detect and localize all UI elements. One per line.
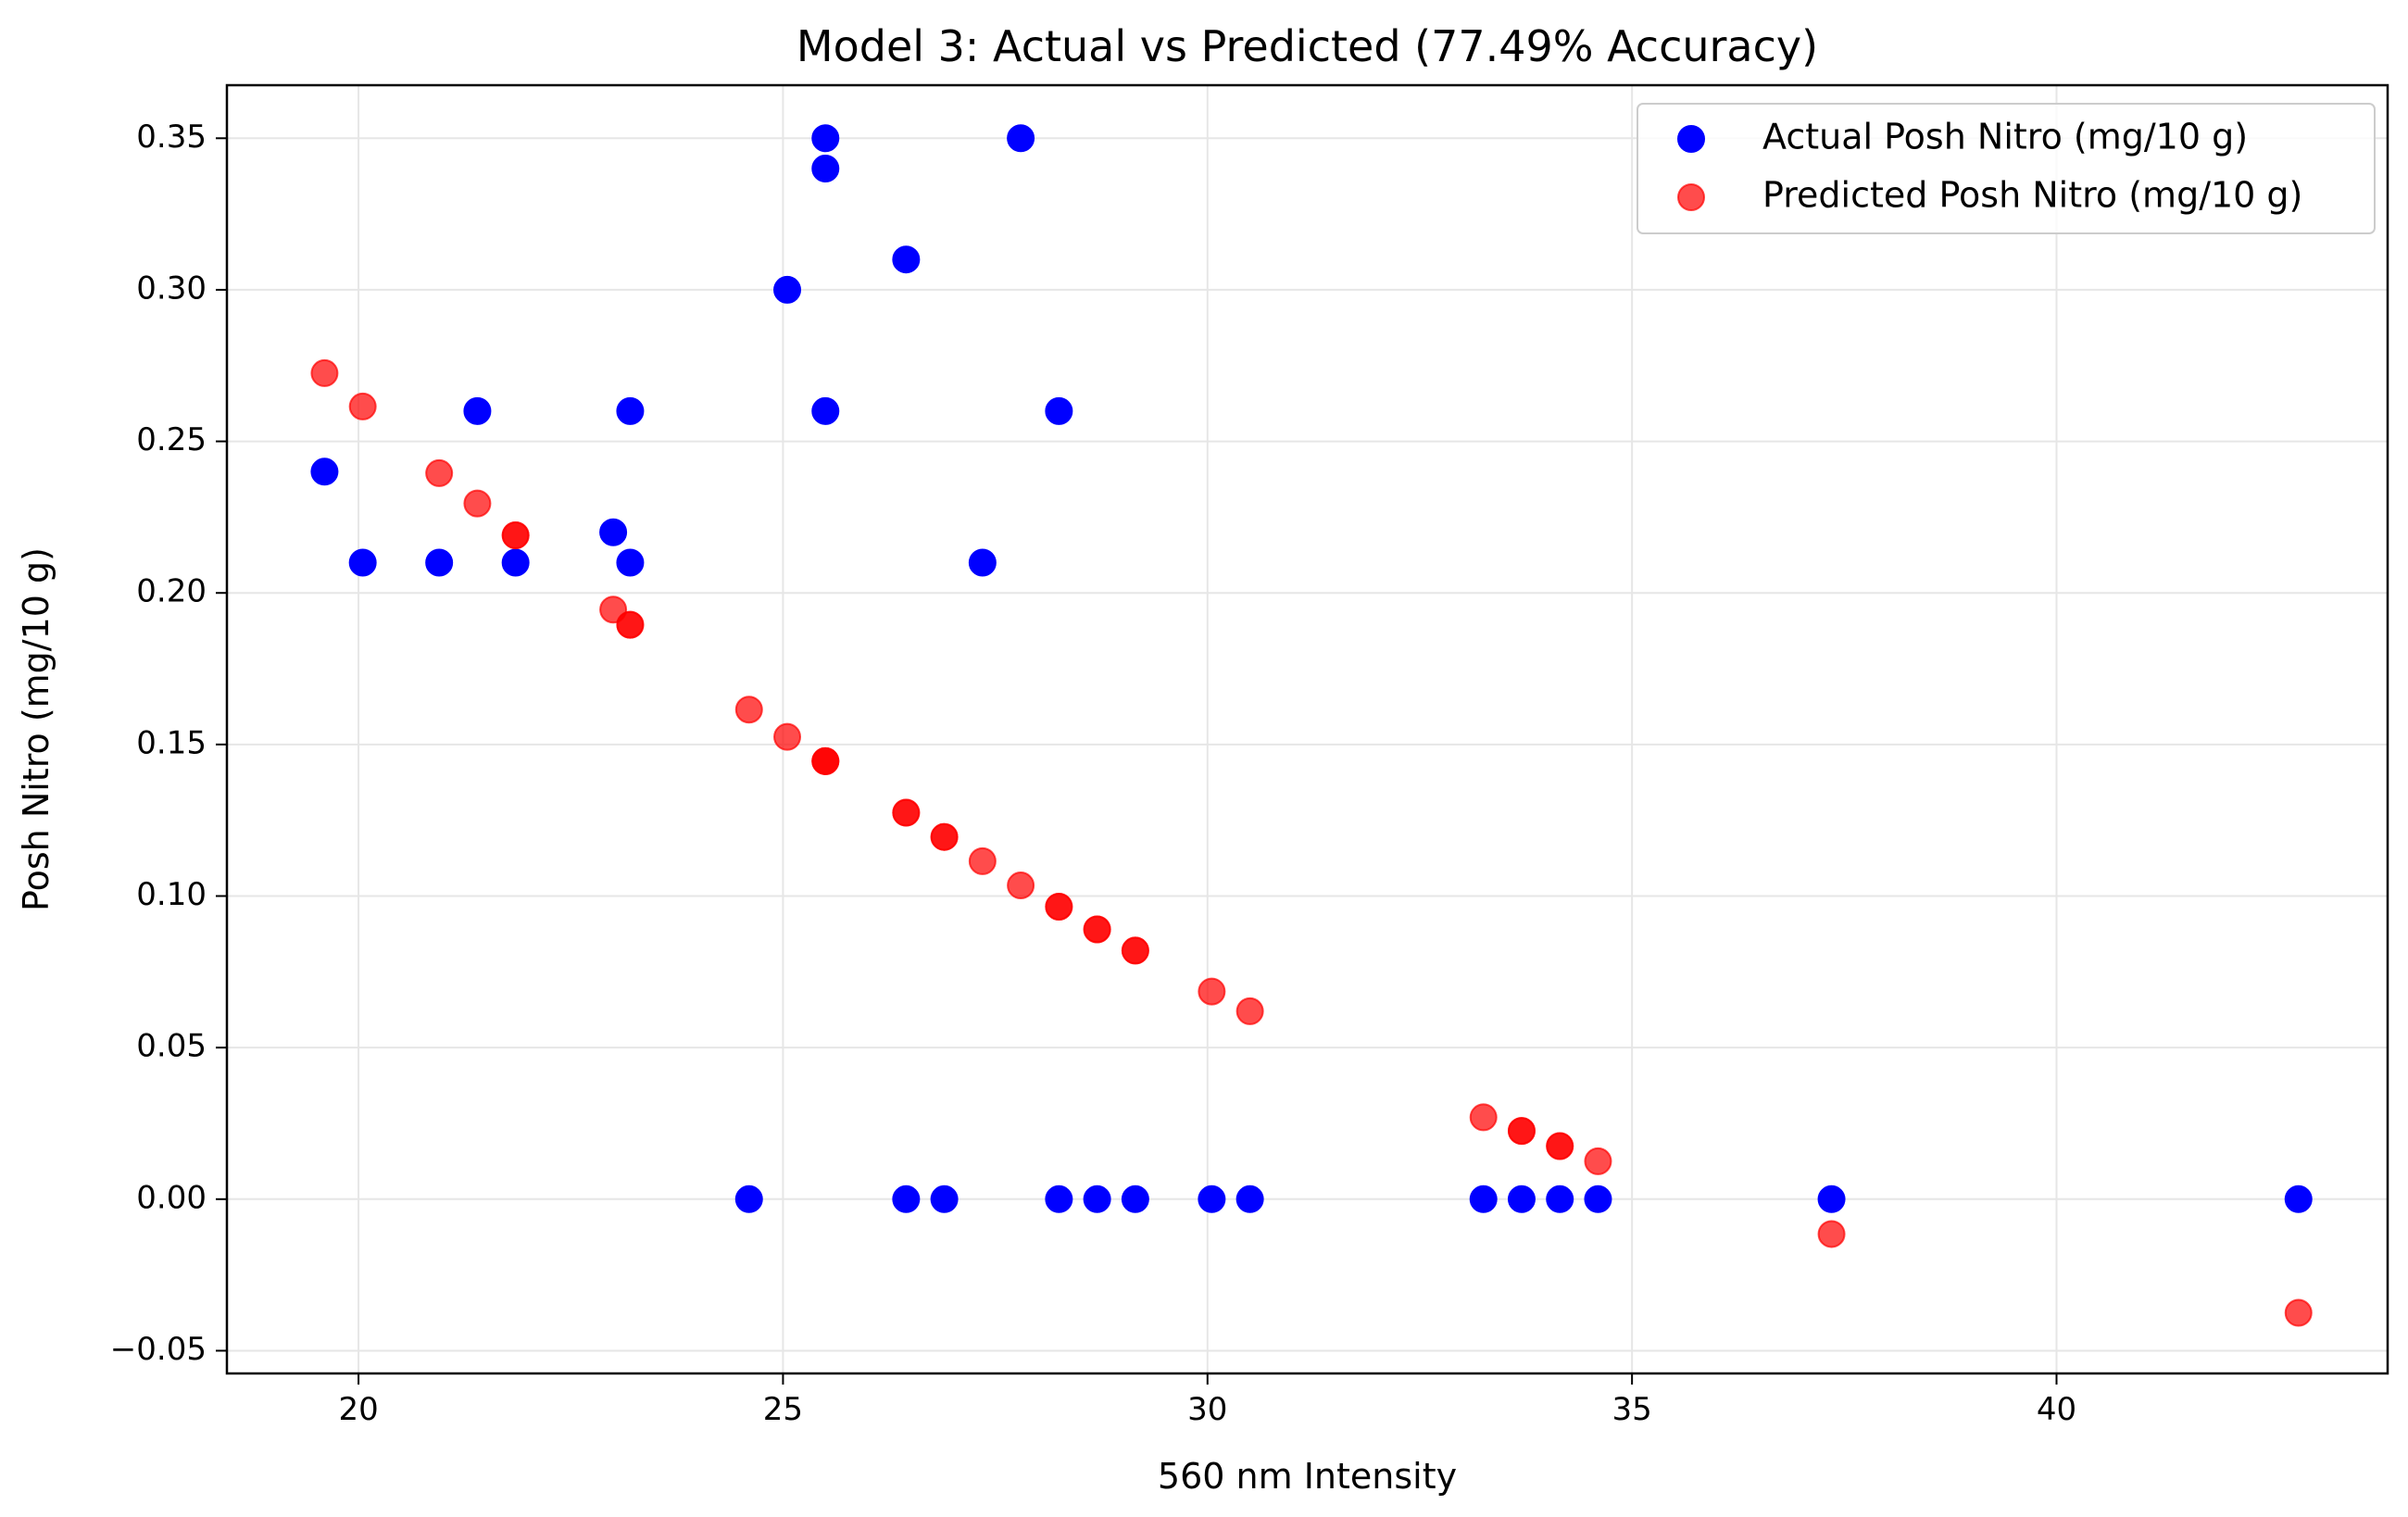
actual-point bbox=[892, 245, 921, 274]
predicted-point bbox=[310, 358, 339, 387]
y-tick-label: −0.05 bbox=[110, 1331, 207, 1368]
actual-point bbox=[425, 548, 454, 577]
chart-title: Model 3: Actual vs Predicted (77.49% Acc… bbox=[796, 21, 1818, 71]
actual-point bbox=[1235, 1185, 1264, 1213]
actual-point bbox=[1083, 1185, 1111, 1213]
predicted-point bbox=[1584, 1147, 1612, 1175]
actual-point bbox=[1045, 1185, 1073, 1213]
x-tick-label: 40 bbox=[2037, 1391, 2076, 1428]
y-tick-label: 0.15 bbox=[136, 724, 207, 761]
x-tick-label: 30 bbox=[1187, 1391, 1227, 1428]
predicted-point bbox=[1007, 871, 1035, 900]
actual-point bbox=[1198, 1185, 1226, 1213]
actual-point bbox=[1007, 124, 1035, 153]
predicted-point bbox=[2284, 1298, 2313, 1327]
actual-point bbox=[463, 396, 492, 425]
actual-point bbox=[599, 518, 628, 546]
actual-point bbox=[892, 1185, 921, 1213]
predicted-point bbox=[892, 798, 921, 827]
x-tick-label: 35 bbox=[1612, 1391, 1652, 1428]
actual-point bbox=[616, 396, 645, 425]
predicted-point bbox=[773, 722, 802, 751]
legend-marker-predicted bbox=[1677, 183, 1705, 211]
actual-point bbox=[1546, 1185, 1574, 1213]
actual-point bbox=[501, 548, 530, 577]
actual-point bbox=[348, 548, 377, 577]
legend-marker-actual bbox=[1677, 125, 1705, 153]
predicted-point bbox=[930, 822, 959, 851]
predicted-point bbox=[1469, 1103, 1498, 1132]
predicted-point bbox=[1507, 1117, 1536, 1146]
y-tick-label: 0.10 bbox=[136, 876, 207, 913]
actual-point bbox=[968, 548, 997, 577]
y-tick-label: 0.25 bbox=[136, 421, 207, 458]
actual-point bbox=[1507, 1185, 1536, 1213]
plot-frame bbox=[225, 83, 2389, 1375]
actual-point bbox=[1121, 1185, 1149, 1213]
grid bbox=[227, 85, 2388, 1373]
actual-point bbox=[310, 458, 339, 486]
x-tick-label: 25 bbox=[763, 1391, 803, 1428]
predicted-point bbox=[1546, 1132, 1574, 1160]
y-tick-label: 0.20 bbox=[136, 573, 207, 610]
predicted-point bbox=[734, 696, 763, 724]
actual-point bbox=[811, 396, 840, 425]
predicted-point bbox=[968, 846, 997, 875]
actual-point bbox=[734, 1185, 763, 1213]
y-tick-label: 0.00 bbox=[136, 1179, 207, 1216]
actual-point bbox=[616, 548, 645, 577]
y-tick-label: 0.35 bbox=[136, 119, 207, 156]
legend-label-actual: Actual Posh Nitro (mg/10 g) bbox=[1762, 117, 2248, 157]
predicted-point bbox=[348, 392, 377, 420]
predicted-point bbox=[811, 746, 840, 775]
legend: Actual Posh Nitro (mg/10 g) Predicted Po… bbox=[1637, 103, 2376, 234]
predicted-point bbox=[501, 521, 530, 550]
x-tick-label: 20 bbox=[338, 1391, 378, 1428]
actual-point bbox=[811, 155, 840, 183]
legend-box bbox=[1637, 103, 2376, 234]
y-tick-label: 0.30 bbox=[136, 270, 207, 307]
predicted-point bbox=[463, 489, 492, 518]
predicted-point bbox=[425, 458, 454, 487]
data-points bbox=[310, 124, 2313, 1327]
x-axis-label: 560 nm Intensity bbox=[1158, 1456, 1457, 1497]
predicted-point bbox=[1045, 892, 1073, 921]
y-tick-label: 0.05 bbox=[136, 1028, 207, 1065]
legend-label-predicted: Predicted Posh Nitro (mg/10 g) bbox=[1762, 175, 2302, 216]
predicted-point bbox=[1235, 997, 1264, 1025]
y-axis-label: Posh Nitro (mg/10 g) bbox=[16, 547, 56, 911]
axis-ticks: 20 25 30 35 40 −0.05 0.00 0.05 0.10 0.15 0.20 0.25 0… bbox=[110, 119, 2076, 1428]
predicted-point bbox=[1083, 915, 1111, 944]
actual-point bbox=[1045, 396, 1073, 425]
predicted-point bbox=[1121, 936, 1149, 965]
actual-point bbox=[1469, 1185, 1498, 1213]
actual-point bbox=[1584, 1185, 1612, 1213]
actual-point bbox=[1817, 1185, 1846, 1213]
predicted-point bbox=[1198, 977, 1226, 1006]
actual-point bbox=[2284, 1185, 2313, 1213]
actual-point bbox=[930, 1185, 959, 1213]
actual-point bbox=[773, 275, 802, 304]
actual-point bbox=[811, 124, 840, 153]
predicted-point bbox=[1817, 1220, 1846, 1248]
predicted-point bbox=[616, 610, 645, 639]
